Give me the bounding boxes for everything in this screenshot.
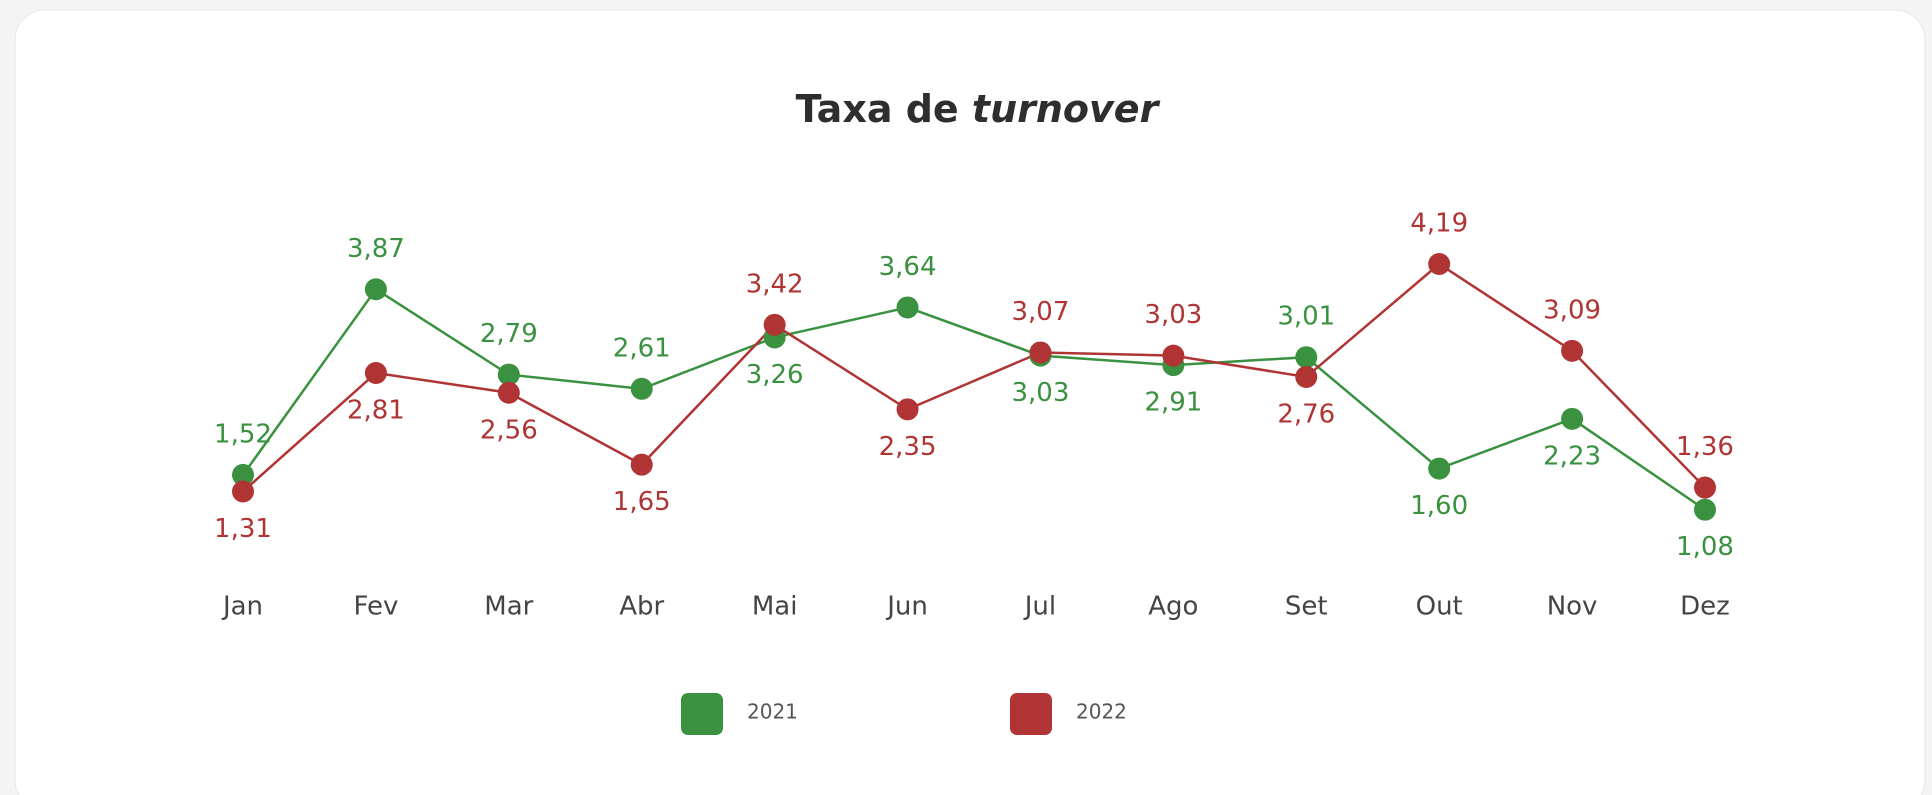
data-label: 3,01 <box>1277 302 1335 332</box>
point <box>1029 341 1052 364</box>
point <box>1295 346 1318 369</box>
data-label: 3,87 <box>347 234 405 264</box>
legend-label: 2022 <box>1076 700 1127 724</box>
data-label: 1,65 <box>613 487 671 517</box>
point <box>364 278 387 301</box>
data-label: 3,07 <box>1012 297 1070 327</box>
data-label: 3,64 <box>879 252 937 282</box>
point <box>1428 252 1451 275</box>
point <box>497 363 520 386</box>
point <box>896 296 919 319</box>
data-label: 2,23 <box>1543 441 1601 471</box>
data-label: 2,61 <box>613 333 671 363</box>
legend-swatch <box>1010 693 1052 735</box>
card <box>14 9 1926 795</box>
x-tick-label: Fev <box>353 592 398 622</box>
x-tick-label: Jun <box>885 592 928 622</box>
data-label: 3,09 <box>1543 295 1601 325</box>
x-tick-label: Abr <box>619 592 664 622</box>
point <box>1561 407 1584 430</box>
chart-title: Taxa de turnover <box>796 87 1161 131</box>
data-label: 2,76 <box>1277 399 1335 429</box>
point <box>1162 344 1185 367</box>
data-label: 3,42 <box>746 269 804 299</box>
x-tick-label: Jan <box>221 592 263 622</box>
point <box>364 362 387 385</box>
data-label: 1,52 <box>214 419 272 449</box>
point <box>630 453 653 476</box>
point <box>1694 498 1716 521</box>
x-tick-label: Mai <box>752 592 798 622</box>
data-label: 3,03 <box>1012 378 1070 408</box>
point <box>1694 476 1716 499</box>
series-line <box>242 262 1706 493</box>
data-label: 4,19 <box>1410 208 1468 238</box>
x-tick-label: Set <box>1285 592 1328 622</box>
legend-label: 2021 <box>747 700 798 724</box>
x-tick-label: Ago <box>1148 592 1198 622</box>
point <box>763 313 786 336</box>
legend-swatch <box>681 693 723 735</box>
x-tick-label: Mar <box>484 592 533 622</box>
x-tick-label: Nov <box>1547 592 1598 622</box>
data-label: 3,03 <box>1144 300 1202 330</box>
x-tick-label: Jul <box>1023 592 1056 622</box>
x-tick-label: Dez <box>1680 592 1730 622</box>
data-label: 2,79 <box>480 319 538 349</box>
point <box>1428 457 1451 480</box>
data-label: 1,60 <box>1410 491 1468 521</box>
point <box>497 381 520 404</box>
data-label: 1,08 <box>1676 532 1734 562</box>
series-line <box>241 287 1706 511</box>
data-label: 1,31 <box>214 514 272 544</box>
data-label: 2,56 <box>480 415 538 445</box>
data-label: 2,35 <box>879 432 937 462</box>
data-label: 2,81 <box>347 396 405 426</box>
point <box>1561 339 1584 362</box>
data-label: 2,91 <box>1144 388 1202 418</box>
point <box>896 398 919 421</box>
point <box>232 480 254 503</box>
point <box>630 377 653 400</box>
x-tick-label: Out <box>1416 592 1463 622</box>
data-label: 1,36 <box>1676 432 1734 462</box>
point <box>1295 365 1318 388</box>
data-label: 3,26 <box>746 360 804 390</box>
point <box>232 463 254 486</box>
